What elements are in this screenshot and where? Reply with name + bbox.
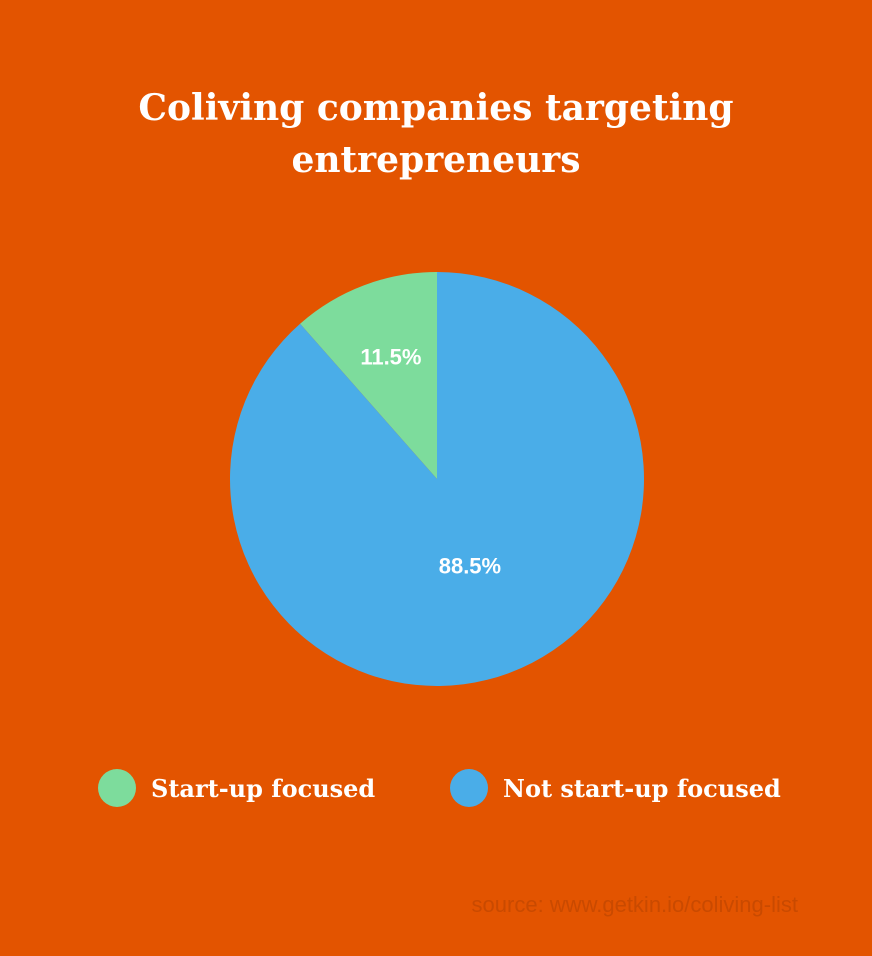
pie-slice-label-not-start-up-focused: 88.5% — [439, 554, 501, 579]
pie-slice-label-start-up-focused: 11.5% — [360, 345, 421, 370]
legend: Start-up focused Not start-up focused — [0, 767, 872, 809]
legend-item-not-start-up-focused: Not start-up focused — [450, 767, 781, 809]
legend-label-start-up-focused: Start-up focused — [151, 774, 375, 803]
legend-swatch-not-start-up-focused — [450, 769, 488, 807]
legend-swatch-start-up-focused — [98, 769, 136, 807]
pie-slice-not-start-up-focused — [230, 272, 644, 686]
legend-item-start-up-focused: Start-up focused — [98, 767, 375, 809]
source-note: source: www.getkin.io/coliving-list — [472, 892, 798, 918]
legend-label-not-start-up-focused: Not start-up focused — [503, 774, 781, 803]
